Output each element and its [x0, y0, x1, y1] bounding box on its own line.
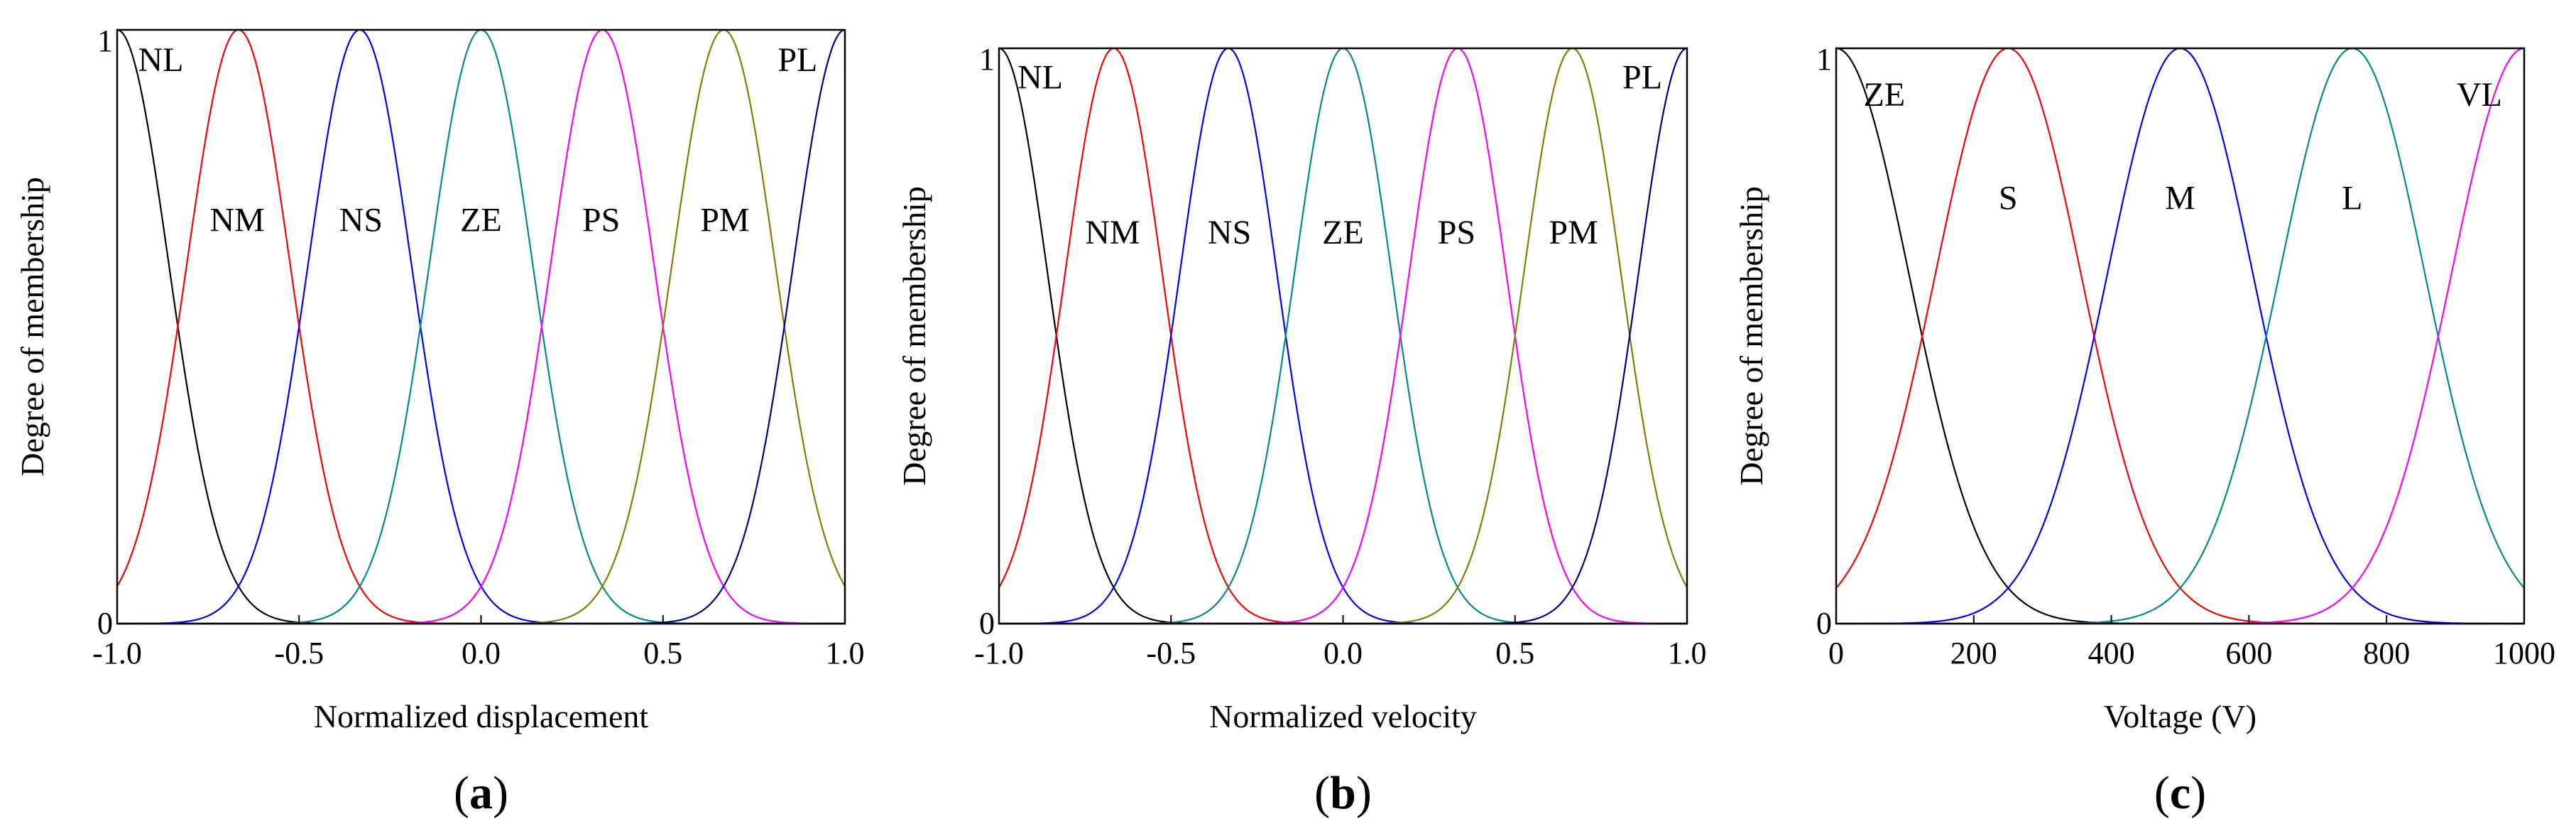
series-line-m	[1836, 47, 2524, 625]
series-line-ze	[1835, 47, 2524, 625]
x-tick-label: 1.0	[1668, 636, 1707, 671]
series-line-ps	[999, 47, 1687, 625]
x-tick-label: -1.0	[92, 636, 142, 671]
x-tick-label: -0.5	[274, 636, 324, 671]
x-tick-label: 0.5	[643, 636, 682, 671]
series-line-pl	[999, 47, 1688, 625]
curve-label-ps: PS	[1438, 214, 1475, 251]
series-line-pm	[999, 47, 1688, 625]
curve-label-vl: VL	[2457, 76, 2502, 114]
panel-label: (b)	[1314, 767, 1372, 819]
curve-label-l: L	[2342, 180, 2362, 217]
plot-frame	[998, 47, 1688, 625]
curve-label-ns: NS	[1208, 214, 1251, 251]
curve-label-nl: NL	[1017, 59, 1063, 97]
x-axis-label: Voltage (V)	[2104, 698, 2256, 734]
curve-label-pm: PM	[700, 202, 749, 239]
y-tick-label-1: 1	[979, 42, 995, 77]
y-axis-label: Degree of membership	[896, 186, 932, 486]
x-tick-label: 0	[1828, 636, 1844, 671]
series-line-ns	[999, 47, 1687, 625]
series-line-nm	[116, 28, 845, 625]
series-line-nl	[116, 28, 845, 625]
y-axis-label: Degree of membership	[14, 177, 50, 477]
curve-label-ps: PS	[582, 202, 620, 239]
series-line-l	[1836, 47, 2525, 625]
panel-label: (c)	[2154, 767, 2206, 819]
x-axis-label: Normalized displacement	[314, 698, 649, 734]
series-line-s	[1835, 47, 2524, 625]
x-tick-label: 400	[2088, 636, 2135, 671]
curve-label-m: M	[2165, 180, 2195, 217]
x-tick-label: -0.5	[1146, 636, 1196, 671]
plot-frame	[116, 28, 846, 625]
curve-label-nl: NL	[138, 41, 184, 79]
y-tick-label-0: 0	[97, 606, 113, 641]
y-tick-label-1: 1	[97, 23, 113, 58]
x-tick-label: 1.0	[826, 636, 865, 671]
x-tick-label: 1000	[2493, 636, 2555, 671]
y-axis-label: Degree of membership	[1733, 186, 1769, 486]
series-line-ps	[117, 28, 845, 625]
series-line-nl	[998, 47, 1687, 625]
series-line-ze	[999, 47, 1687, 625]
curve-label-pl: PL	[1622, 59, 1662, 97]
series-line-nm	[998, 47, 1687, 625]
curve-label-nm: NM	[209, 202, 264, 239]
series-line-pl	[117, 28, 846, 625]
curve-label-ze: ZE	[1864, 76, 1906, 114]
series-line-ze	[117, 28, 845, 625]
curve-label-nm: NM	[1085, 214, 1140, 251]
x-tick-label: 200	[1950, 636, 1997, 671]
panel-a: -1.0 -0.5 0.0 0.5 1.0 0 1 NL NM NS ZE PS PM PL Normali…	[14, 23, 865, 819]
x-tick-label: 600	[2225, 636, 2272, 671]
x-tick-label: 0.0	[462, 636, 501, 671]
curve-label-ns: NS	[339, 202, 383, 239]
curve-label-ze: ZE	[460, 202, 502, 239]
y-tick-label-0: 0	[1816, 606, 1832, 641]
y-tick-label-0: 0	[979, 606, 995, 641]
curve-label-pl: PL	[777, 41, 817, 79]
x-axis-label: Normalized velocity	[1209, 698, 1477, 734]
panel-label: (a)	[454, 767, 508, 819]
x-tick-label: 800	[2363, 636, 2410, 671]
series-line-ns	[117, 28, 845, 625]
series-line-pm	[117, 28, 846, 625]
plot-frame	[1835, 47, 2526, 625]
panel-b: -1.0 -0.5 0.0 0.5 1.0 0 1 NL NM NS ZE PS PM PL Normali…	[896, 42, 1707, 819]
panel-c: 0 200 400 600 800 1000 0 1 ZE S M L VL Voltage (V) Deg…	[1733, 42, 2555, 819]
series-line-vl	[1836, 47, 2525, 625]
x-tick-label: 0.0	[1324, 636, 1363, 671]
x-tick-label: 0.5	[1495, 636, 1534, 671]
curve-label-ze: ZE	[1322, 214, 1364, 251]
curve-label-pm: PM	[1549, 214, 1598, 251]
y-tick-label-1: 1	[1816, 42, 1832, 77]
curve-label-s: S	[1999, 180, 2018, 217]
x-tick-label: -1.0	[974, 636, 1024, 671]
